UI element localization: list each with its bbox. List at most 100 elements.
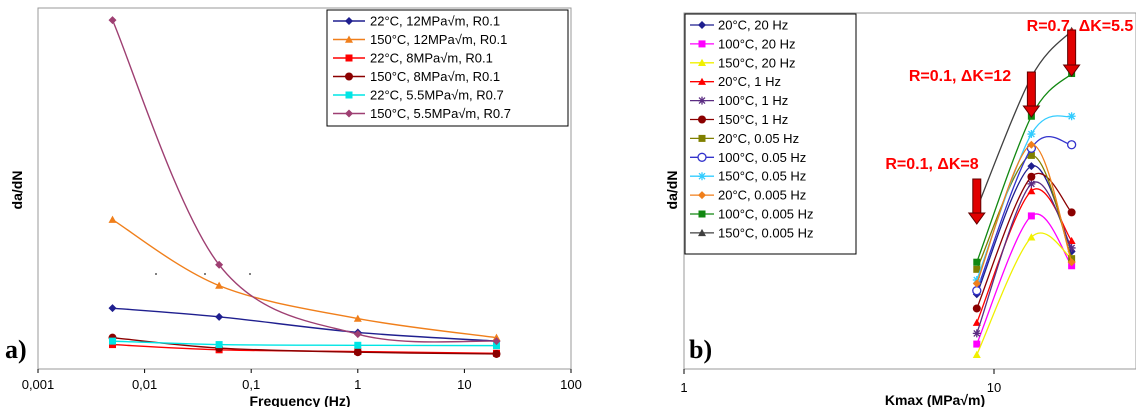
panel-a-legend-marker (345, 91, 353, 99)
panel-b-legend-marker (698, 172, 706, 181)
panel-b-legend-entry: 150°C, 1 Hz (718, 112, 788, 127)
panel-a-x-tick-label: 100 (560, 377, 582, 392)
panel-b-legend-entry: 100°C, 1 Hz (718, 93, 788, 108)
panel-b-annotation-label: R=0.1, ΔK=8 (885, 156, 978, 173)
panel-b-legend-marker (698, 96, 706, 105)
panel-a-series-line (112, 307, 497, 342)
panel-b-legend-entry: 20°C, 20 Hz (718, 18, 788, 33)
panel-a-series-group (108, 16, 501, 358)
panel-b-annotations: R=0.1, ΔK=8 R=0.1, ΔK=12 R=0.7, ΔK=5.5 (885, 18, 1133, 225)
panel-b-data-point (972, 304, 981, 313)
panel-b-data-point (972, 350, 981, 358)
panel-b-data-point (1067, 208, 1076, 217)
panel-b-ylabel: da/dN (664, 171, 680, 210)
panel-a-x-tick-label: 0,1 (242, 377, 260, 392)
panel-a-data-point (353, 314, 362, 322)
panel-a-legend-marker (345, 17, 353, 25)
panel-a-data-point (108, 304, 117, 313)
panel-b-data-point (1027, 212, 1035, 220)
panel-a-series-line (111, 19, 497, 343)
panel-b-legend-entry: 20°C, 0.005 Hz (718, 188, 806, 203)
panel-b-legend-marker (698, 210, 706, 218)
panel-b-xlabel: Kmax (MPa√m) (885, 392, 985, 407)
panel-a-x-tick-label: 10 (457, 377, 471, 392)
panel-b-legend-marker (698, 40, 706, 48)
panel-a-legend-entry: 22°C, 12MPa√m, R0.1 (370, 14, 500, 29)
panel-b-legend-marker (698, 58, 706, 66)
panel-b-data-point (1067, 243, 1076, 252)
panel-b-data-point (1027, 162, 1036, 171)
panel-b-annotation-label: R=0.1, ΔK=12 (909, 68, 1011, 85)
panel-b-data-point (973, 265, 981, 273)
panel-b-legend-entry: 20°C, 0.05 Hz (718, 131, 799, 146)
panel-b-legend-marker (698, 228, 706, 237)
panel-a-data-point (353, 348, 362, 357)
panel-b-data-point (1027, 140, 1036, 149)
panel-a-legend-marker (345, 72, 353, 81)
panel-b-legend-entry: 100°C, 20 Hz (718, 36, 795, 51)
panel-b-legend-marker (698, 77, 706, 85)
panel-b-data-point (973, 258, 981, 266)
panel-b-legend-entry: 150°C, 20 Hz (718, 55, 795, 70)
panel-a-data-point (215, 341, 223, 349)
panel-a-series-line (112, 219, 497, 339)
panel-b-data-point (972, 318, 981, 326)
panel-b-data-point (973, 340, 981, 348)
panel-b-legend-entry: 150°C, 0.05 Hz (718, 169, 806, 184)
panel-b-legend-entry: 20°C, 1 Hz (718, 74, 781, 89)
panel-a-data-point (215, 312, 224, 321)
panel-a-data-point (492, 337, 501, 346)
panel-b-series-line (976, 172, 1073, 309)
panel-a-data-point (108, 215, 117, 223)
panel-b-data-point (1027, 179, 1036, 188)
panel-b-annotation-arrow-shaft (972, 178, 982, 215)
panel-b-data-point (1067, 112, 1076, 121)
panel-a-series-line (112, 340, 497, 347)
panel-a-x-tick-label: 0,001 (22, 377, 55, 392)
panel-b-series-line (976, 73, 1073, 263)
panel-b-legend-entry: 150°C, 0.005 Hz (718, 225, 814, 240)
panel-b-legend-marker (698, 191, 706, 200)
panel-a-xlabel: Frequency (Hz) (249, 393, 350, 407)
panel-b-legend-entry: 100°C, 0.005 Hz (718, 207, 814, 222)
panel-a-data-point (492, 342, 500, 350)
panel-b-data-point (1027, 172, 1036, 181)
panel-a-legend: 22°C, 12MPa√m, R0.1 150°C, 12MPa√m, R0.1 2… (326, 9, 569, 127)
panel-a-data-point (354, 341, 362, 349)
panel-a-legend-box (326, 9, 569, 127)
panel-a-data-point (215, 281, 224, 289)
panel-b-x-tick-label: 1 (680, 380, 687, 395)
panel-a-data-point (215, 260, 224, 269)
panel-a-label: a) (5, 335, 27, 364)
panel-b-series-line (976, 135, 1072, 291)
panel-a-data-point (109, 337, 117, 345)
panel-b-legend-marker (698, 115, 706, 124)
panel-b-legend-marker (698, 134, 706, 142)
panel-b-data-point (1027, 130, 1036, 139)
panel-a-legend-entry: 150°C, 8MPa√m, R0.1 (370, 69, 500, 84)
panel-b-data-point (972, 286, 982, 296)
panel-b-legend-marker (697, 152, 707, 162)
panel-a-data-point (353, 330, 362, 339)
panel-b-legend-marker (698, 21, 706, 29)
panel-b-legend: 20°C, 20 Hz 100°C, 20 Hz 150°C, 20 Hz 20°C,… (684, 13, 857, 255)
panel-b-annotation-arrow-head (1022, 105, 1041, 118)
panel-a-data-point (492, 349, 501, 358)
panel-a-legend-marker (345, 109, 353, 118)
panel-a-legend-entry: 150°C, 12MPa√m, R0.1 (370, 32, 507, 47)
panel-b-annotation-arrow-shaft (1026, 71, 1036, 108)
panel-b-annotation-arrow-head (1062, 64, 1081, 77)
panel-a-legend-marker (345, 54, 353, 62)
panel-b-data-point (1027, 233, 1036, 241)
panel-b-data-point (972, 279, 981, 288)
panel-a-ylabel: da/dN (9, 171, 25, 210)
panel-b-x-ticks: 1 10 (680, 369, 1001, 395)
panel-b-data-point (1027, 187, 1036, 195)
panel-b-data-point (1027, 151, 1035, 159)
panel-a-legend-entry: 22°C, 8MPa√m, R0.1 (370, 51, 493, 66)
panel-b-data-point (972, 329, 981, 338)
panel-b-legend-entry: 100°C, 0.05 Hz (718, 150, 806, 165)
panel-a-chart: da/dN Frequency (Hz) a) 0,001 0,01 0,1 1 10 1… (5, 7, 582, 407)
panel-a-x-ticks: 0,001 0,01 0,1 1 10 100 (22, 369, 582, 392)
